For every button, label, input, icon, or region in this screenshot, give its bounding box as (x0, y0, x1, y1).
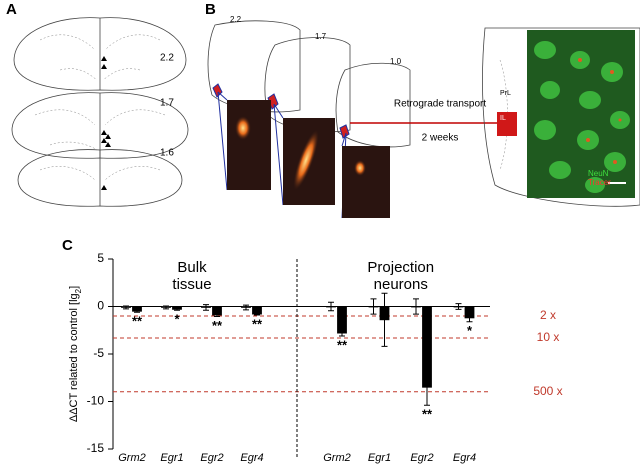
stain-label: NeuN (588, 169, 609, 178)
error-bar (254, 312, 260, 316)
significance: * (467, 323, 473, 338)
error-bar (466, 313, 473, 323)
panel-label: A (6, 1, 17, 18)
brain-sections-b (207, 20, 640, 219)
significance: ** (132, 314, 143, 329)
error-bar (163, 305, 169, 310)
level-label: 1.6 (160, 148, 174, 159)
arrow-label: 2 weeks (422, 133, 459, 144)
x-tick-label: Egr2 (410, 452, 433, 464)
error-bar (339, 329, 345, 337)
arrow-label: Retrograde transport (394, 99, 486, 110)
x-tick-label: Egr1 (368, 452, 391, 464)
y-label-text: ΔΔCT related to control [lg (68, 293, 80, 422)
panel-label: C (62, 237, 73, 254)
x-tick-label: Egr4 (240, 452, 263, 464)
group-label: tissue (172, 276, 211, 293)
significance: ** (252, 316, 263, 331)
y-label-end: ] (68, 286, 80, 289)
x-tick-label: Grm2 (118, 452, 146, 464)
level-label: 2.2 (230, 15, 242, 24)
error-bar (413, 298, 419, 315)
level-label: 1.0 (390, 57, 402, 66)
y-axis-label: ΔΔCT related to control [lg2] (68, 286, 83, 422)
reference-label: 500 x (533, 384, 562, 398)
y-tick-label: 0 (97, 299, 104, 313)
error-bar (203, 304, 209, 311)
panel-label: B (205, 1, 216, 18)
group-label: Bulk (177, 259, 207, 276)
region-label: IL (500, 115, 506, 122)
error-bar (174, 307, 180, 311)
y-tick-label: -5 (93, 346, 104, 360)
y-tick-label: 5 (97, 251, 104, 265)
error-bar (134, 309, 140, 313)
group-label: neurons (374, 276, 428, 293)
x-tick-label: Grm2 (323, 452, 351, 464)
region-label: PrL (500, 90, 511, 97)
error-bar (455, 303, 462, 310)
reference-label: 10 x (537, 330, 560, 344)
y-tick-label: -15 (87, 441, 105, 455)
brain-sections-a (11, 17, 189, 207)
error-bar (381, 292, 388, 347)
error-bar (370, 298, 377, 315)
level-label: 2.2 (160, 53, 174, 64)
reference-label: 2 x (540, 308, 556, 322)
level-label: 1.7 (315, 32, 327, 41)
level-label: 1.7 (160, 98, 174, 109)
significance: ** (212, 318, 223, 333)
group-label: Projection (367, 259, 434, 276)
x-tick-label: Egr4 (453, 452, 476, 464)
x-tick-label: Egr2 (200, 452, 223, 464)
error-bar (243, 304, 249, 311)
error-bar (424, 368, 430, 406)
significance: ** (337, 337, 348, 352)
significance: * (174, 312, 180, 327)
x-tick-label: Egr1 (160, 452, 183, 464)
error-bar (328, 301, 334, 312)
stain-label: Tracer (588, 178, 611, 187)
error-bar (214, 313, 220, 317)
y-label-sub: 2 (74, 288, 83, 293)
y-tick-label: -10 (87, 394, 105, 408)
bar (337, 306, 347, 334)
error-bar (123, 305, 129, 310)
significance: ** (422, 407, 433, 422)
